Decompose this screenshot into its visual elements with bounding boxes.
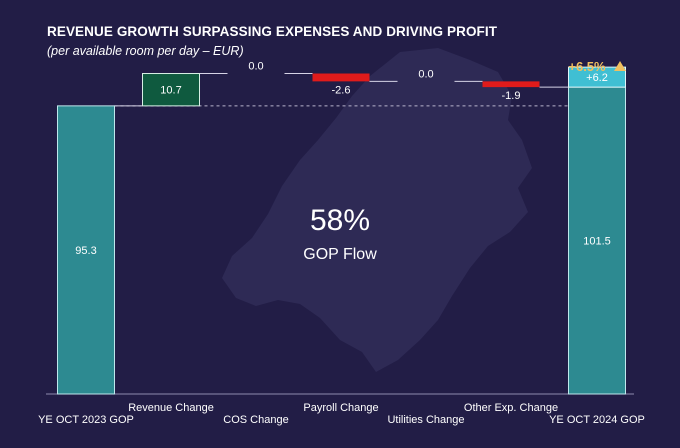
category-label: COS Change: [223, 414, 288, 426]
category-label: Other Exp. Change: [464, 402, 558, 414]
category-label: Utilities Change: [387, 414, 464, 426]
chart-title: REVENUE GROWTH SURPASSING EXPENSES AND D…: [47, 24, 498, 39]
category-label: YE OCT 2023 GOP: [38, 414, 134, 426]
bar-value-label: 10.7: [160, 85, 181, 97]
category-label: Payroll Change: [303, 402, 378, 414]
bar-payroll-change: [312, 73, 370, 82]
bar-value-label: 0.0: [418, 68, 433, 80]
bar-value-label: 0.0: [248, 61, 263, 73]
growth-badge: +6.5%: [568, 59, 606, 74]
up-triangle-icon: [614, 61, 626, 71]
bar-other-exp-change: [482, 81, 540, 88]
bar-ye-oct-2024-gop: [568, 86, 626, 395]
total-change-box: [568, 66, 626, 88]
gop-flow-value: 58%: [310, 204, 370, 237]
category-label: Revenue Change: [128, 402, 214, 414]
chart-subtitle: (per available room per day – EUR): [47, 44, 244, 58]
total-change-label: +6.2: [586, 72, 608, 84]
bar-revenue-change: [142, 73, 200, 107]
category-label: YE OCT 2024 GOP: [549, 414, 645, 426]
bar-value-label: -2.6: [332, 84, 351, 96]
bar-value-label: 95.3: [75, 245, 96, 257]
bar-value-label: -1.9: [502, 90, 521, 102]
bar-value-label: 101.5: [583, 236, 611, 248]
bar-ye-oct-2023-gop: [57, 105, 115, 395]
gop-flow-label: GOP Flow: [303, 246, 377, 263]
netherlands-map-silhouette: [222, 48, 532, 372]
